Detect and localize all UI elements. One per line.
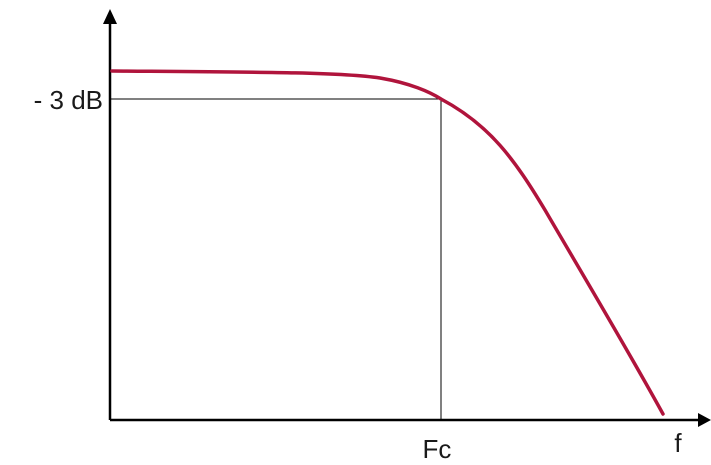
frequency-axis-label: f bbox=[674, 428, 682, 458]
y-axis-arrowhead bbox=[103, 9, 117, 24]
fc-label: Fc bbox=[423, 434, 452, 464]
x-axis-arrowhead bbox=[698, 413, 711, 427]
frequency-response-curve bbox=[110, 69, 665, 416]
minus-3db-label: - 3 dB bbox=[34, 85, 103, 115]
